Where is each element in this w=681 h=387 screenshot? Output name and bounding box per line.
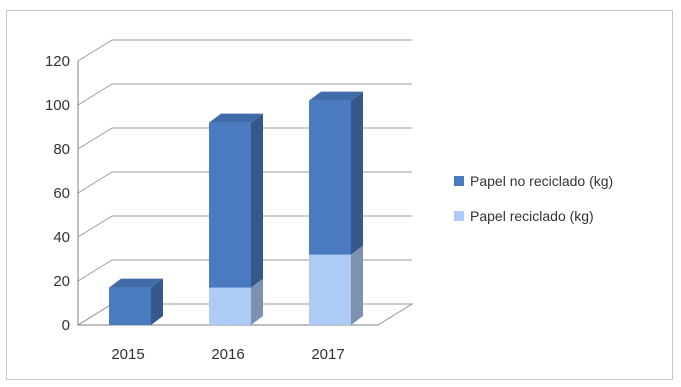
gridline-side — [77, 215, 113, 238]
legend-label: Papel reciclado (kg) — [470, 208, 594, 224]
y-tick-label: 20 — [53, 273, 70, 290]
x-tick-label: 2017 — [311, 346, 344, 363]
gridline-side — [77, 83, 113, 106]
bar-segment-side — [351, 245, 363, 325]
gridline-side — [77, 127, 113, 150]
bar-segment-top — [209, 113, 263, 123]
bar-segment-side — [351, 91, 363, 255]
legend-label: Papel no reciclado (kg) — [470, 173, 613, 189]
y-tick-label: 120 — [45, 53, 70, 70]
bar-segment-side — [251, 278, 263, 325]
gridline-side — [77, 259, 113, 282]
y-tick-label: 40 — [53, 229, 70, 246]
gridline-side — [77, 39, 113, 62]
bar-segment — [309, 100, 351, 255]
gridline-side — [77, 171, 113, 194]
legend-swatch — [454, 176, 464, 186]
y-tick-label: 60 — [53, 185, 70, 202]
y-tick-label: 80 — [53, 141, 70, 158]
bar-segment — [309, 254, 351, 325]
legend-swatch — [454, 211, 464, 221]
bar-segment-side — [251, 113, 263, 288]
y-tick-label: 100 — [45, 97, 70, 114]
bar-segment — [209, 122, 251, 288]
x-tick-label: 2015 — [111, 346, 144, 363]
bar-segment — [109, 287, 151, 325]
x-tick-label: 2016 — [211, 346, 244, 363]
y-tick-label: 0 — [62, 317, 70, 334]
bar-segment — [209, 287, 251, 325]
bar-segment-side — [151, 278, 163, 325]
bar-segment-top — [109, 278, 163, 288]
bar-segment-top — [309, 91, 363, 101]
